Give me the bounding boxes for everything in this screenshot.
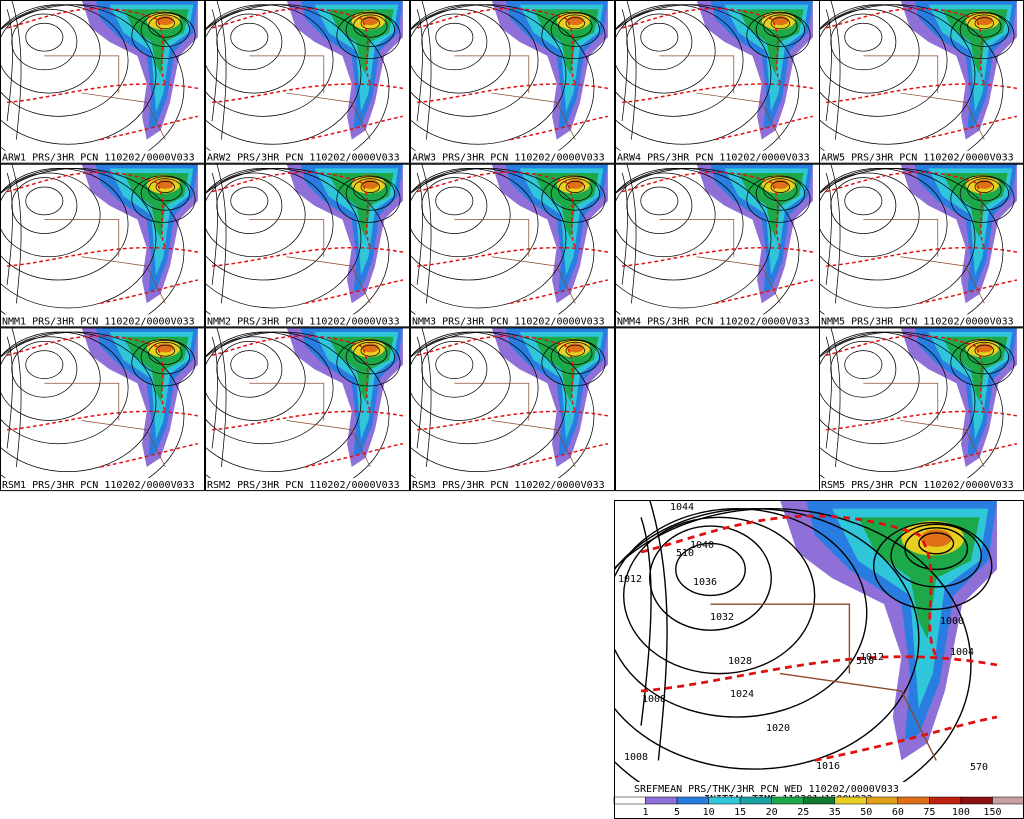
legend-swatch: [613, 796, 646, 805]
panel-caption: RSM3 PRS/3HR PCN 110202/0000V033: [412, 480, 605, 491]
panel-caption: RSM1 PRS/3HR PCN 110202/0000V033: [2, 480, 195, 491]
legend-swatch: [708, 796, 741, 805]
panel-caption: RSM2 PRS/3HR PCN 110202/0000V033: [207, 480, 400, 491]
legend-label: 15: [734, 807, 746, 818]
legend-swatch: [739, 796, 772, 805]
contour-label: 1016: [816, 761, 840, 772]
panel-caption: NMM1 PRS/3HR PCN 110202/0000V033: [2, 316, 195, 327]
member-map: [205, 327, 404, 480]
caption-bg: [410, 478, 615, 492]
member-map: [0, 0, 199, 152]
contour-label: 1020: [766, 723, 790, 734]
contour-label: 1008: [624, 752, 648, 763]
contour-label: 1036: [693, 577, 717, 588]
caption-bg: [410, 314, 615, 328]
legend-label: 50: [860, 807, 872, 818]
contour-label: 1024: [730, 689, 754, 700]
member-map: [0, 327, 199, 480]
legend-label: 25: [797, 807, 809, 818]
member-map: [819, 163, 1018, 316]
panel-caption: ARW5 PRS/3HR PCN 110202/0000V033: [821, 153, 1014, 164]
contour-label: 510: [676, 548, 694, 559]
contour-label: 510: [856, 656, 874, 667]
panel-border: [410, 0, 615, 164]
legend-swatch: [802, 796, 836, 805]
member-map: [410, 163, 609, 316]
legend-swatch: [834, 796, 867, 805]
contour-label: 1040: [690, 540, 714, 551]
member-map: [205, 0, 404, 152]
member-map: [819, 327, 1018, 480]
caption-bg: [615, 150, 820, 164]
panel-border: [0, 163, 205, 328]
caption-bg: [205, 478, 410, 492]
member-map: [615, 163, 814, 316]
panel-caption: NMM5 PRS/3HR PCN 110202/0000V033: [821, 316, 1014, 327]
contour-label: 1044: [670, 502, 694, 513]
contour-label: 1028: [728, 656, 752, 667]
legend-label: 150: [983, 807, 1001, 818]
mean-map: [614, 500, 999, 783]
caption-bg: [819, 314, 1024, 328]
caption-bg: [0, 314, 205, 328]
panel-caption: NMM2 PRS/3HR PCN 110202/0000V033: [207, 316, 400, 327]
panel-caption: ARW4 PRS/3HR PCN 110202/0000V033: [617, 153, 810, 164]
contour-label: 1004: [950, 647, 974, 658]
caption-bg: [410, 150, 615, 164]
contour-label: 1032: [710, 612, 734, 623]
legend-swatch: [897, 796, 930, 805]
legend-label: 1: [643, 807, 649, 818]
caption-bg: [205, 150, 410, 164]
panel-border: [410, 163, 615, 328]
member-map: [819, 0, 1018, 152]
contour-label: 1012: [860, 652, 884, 663]
caption-bg: [615, 314, 820, 328]
panel-caption: NMM3 PRS/3HR PCN 110202/0000V033: [412, 316, 605, 327]
caption-bg: [0, 150, 205, 164]
panel-caption: NMM4 PRS/3HR PCN 110202/0000V033: [617, 316, 810, 327]
panel-border: [205, 0, 410, 164]
legend-label: 10: [703, 807, 715, 818]
caption-bg: [819, 150, 1024, 164]
member-map: [410, 327, 609, 480]
legend-label: 5: [674, 807, 680, 818]
legend-swatch: [992, 796, 1024, 805]
panel-caption: ARW2 PRS/3HR PCN 110202/0000V033: [207, 153, 400, 164]
legend-label: 60: [892, 807, 904, 818]
legend-swatch: [645, 796, 678, 805]
caption-bg: [819, 478, 1024, 492]
contour-label: 1008: [642, 694, 666, 705]
legend-label: 20: [766, 807, 778, 818]
legend-swatch: [960, 796, 993, 805]
contour-label: 570: [970, 762, 988, 773]
legend-label: 35: [829, 807, 841, 818]
legend-label: 100: [952, 807, 970, 818]
caption-bg: [0, 478, 205, 492]
caption-bg: [205, 314, 410, 328]
legend-swatch: [676, 796, 709, 805]
panel-caption: ARW3 PRS/3HR PCN 110202/0000V033: [412, 153, 605, 164]
member-map: [615, 0, 814, 152]
contour-label: 1012: [618, 574, 642, 585]
legend-swatch: [929, 796, 962, 805]
panel-border: [205, 163, 410, 328]
mean-caption: SREFMEAN PRS/THK/3HR PCN WED 110202/0000…: [634, 784, 899, 795]
contour-label: 1000: [940, 616, 964, 627]
member-map: [205, 163, 404, 316]
panel-border: [0, 0, 205, 164]
legend-swatch: [866, 796, 899, 805]
panel-border: [205, 327, 410, 492]
panel-caption: RSM5 PRS/3HR PCN 110202/0000V033: [821, 480, 1014, 491]
legend-swatch: [771, 796, 804, 805]
panel-border: [410, 327, 615, 492]
member-map: [410, 0, 609, 152]
panel-border: [0, 327, 205, 492]
panel-caption: ARW1 PRS/3HR PCN 110202/0000V033: [2, 153, 195, 164]
legend-label: 75: [923, 807, 935, 818]
panel-border: [615, 327, 820, 492]
member-map: [0, 163, 199, 316]
